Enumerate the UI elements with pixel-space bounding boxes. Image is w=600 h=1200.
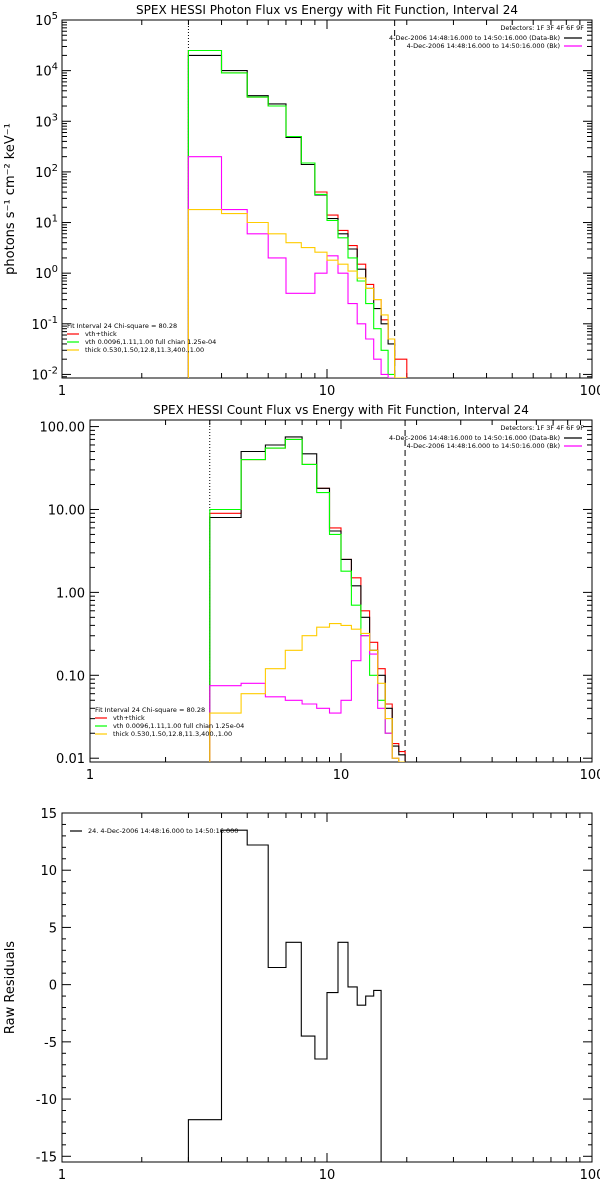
- y-tick-label: 105: [35, 11, 58, 29]
- legend-left: 24. 4-Dec-2006 14:48:16.000 to 14:50:16.…: [70, 827, 238, 835]
- chart-panel-3: 1 10 100 15 10 5 0 -5 -10 -15 Raw Residuals 24. 4-D…: [3, 807, 600, 1183]
- legend-right-item: 4-Dec-2006 14:48:16.000 to 14:50:16.000 …: [407, 442, 560, 450]
- y-tick-base: 10: [31, 318, 48, 333]
- y-tick-label: 104: [35, 62, 58, 80]
- legend-left-item: vth+thick: [85, 330, 117, 338]
- x-tick-label: 10: [319, 384, 336, 399]
- y-tick-exponent: 1: [52, 214, 58, 225]
- x-tick-label: 10: [319, 1168, 336, 1183]
- legend-left-header: Fit Interval 24 Chi-square = 80.28: [67, 322, 177, 330]
- y-tick-label: 102: [35, 163, 58, 181]
- y-tick-exponent: 4: [52, 62, 58, 73]
- y-tick-label: 10: [40, 864, 57, 879]
- y-tick-label: -10: [36, 1093, 57, 1108]
- legend-right-header: Detectors: 1F 3F 4F 6F 9F: [500, 24, 584, 32]
- y-tick-label: 1.00: [56, 586, 85, 601]
- chart-title: SPEX HESSI Count Flux vs Energy with Fit…: [153, 403, 529, 417]
- series-2-step-line: [187, 49, 407, 378]
- chart-panel-1: SPEX HESSI Photon Flux vs Energy with Fi…: [3, 3, 600, 399]
- y-axis-label: Raw Residuals: [3, 941, 18, 1034]
- y-tick-label: 5: [49, 921, 57, 936]
- legend-right-item: 4-Dec-2006 14:48:16.000 to 14:50:16.000 …: [389, 34, 560, 42]
- y-tick-exponent: 5: [52, 11, 58, 22]
- legend-right-item: 4-Dec-2006 14:48:16.000 to 14:50:16.000 …: [389, 434, 560, 442]
- y-tick-label: 100: [35, 264, 58, 282]
- chart-panel-2: SPEX HESSI Count Flux vs Energy with Fit…: [40, 403, 600, 783]
- series-4-step-line: [187, 209, 407, 378]
- series-1-step-line: [209, 436, 406, 762]
- y-tick-label: 10-1: [31, 315, 58, 333]
- x-tick-label: 1: [58, 384, 66, 399]
- y-tick-base: 10: [35, 14, 52, 29]
- y-tick-exponent: -2: [48, 365, 58, 376]
- y-tick-label: 103: [35, 112, 58, 130]
- y-tick-base: 10: [35, 65, 52, 80]
- y-tick-label: -5: [44, 1036, 57, 1051]
- y-tick-label: 15: [40, 807, 57, 822]
- y-tick-label: 0.01: [56, 752, 85, 767]
- y-tick-base: 10: [35, 217, 52, 232]
- y-tick-label: 100.00: [40, 421, 86, 436]
- legend-left-item: 24. 4-Dec-2006 14:48:16.000 to 14:50:16.…: [88, 827, 238, 835]
- y-tick-label: 10.00: [48, 503, 85, 518]
- y-tick-base: 10: [31, 368, 48, 383]
- y-tick-base: 10: [35, 267, 52, 282]
- legend-right: Detectors: 1F 3F 4F 6F 9F 4-Dec-2006 14:4…: [389, 24, 584, 50]
- legend-left-item: vth 0.0096,1.11,1.00 full chian 1.25e-04: [85, 338, 216, 346]
- y-tick-base: 10: [35, 115, 52, 130]
- x-tick-label: 100: [580, 384, 600, 399]
- series-4-step-line: [209, 623, 406, 762]
- y-tick-label: 10-2: [31, 365, 58, 383]
- x-tick-label: 1: [58, 1168, 66, 1183]
- y-tick-label: 0: [49, 979, 57, 994]
- x-tick-label: 100: [580, 768, 600, 783]
- x-tick-label: 1: [86, 768, 94, 783]
- legend-left: Fit Interval 24 Chi-square = 80.28vth+th…: [95, 706, 244, 738]
- legend-right-item: 4-Dec-2006 14:48:16.000 to 14:50:16.000 …: [407, 42, 560, 50]
- y-tick-base: 10: [35, 166, 52, 181]
- legend-left-item: vth 0.0096,1.11,1.00 full chian 1.25e-04: [113, 722, 244, 730]
- legend-left: Fit Interval 24 Chi-square = 80.28vth+th…: [67, 322, 216, 354]
- y-tick-exponent: 0: [52, 264, 58, 275]
- legend-right-header: Detectors: 1F 3F 4F 6F 9F: [500, 424, 584, 432]
- legend-left-item: thick 0.530,1.50,12.8,11.3,400.,1.00: [113, 730, 232, 738]
- y-tick-label: 0.10: [56, 669, 85, 684]
- y-tick-exponent: 2: [52, 163, 58, 174]
- series-0-step-line: [187, 829, 382, 1162]
- legend-left-header: Fit Interval 24 Chi-square = 80.28: [95, 706, 205, 714]
- x-tick-label: 100: [580, 1168, 600, 1183]
- y-tick-label: -15: [36, 1150, 57, 1165]
- chart-title: SPEX HESSI Photon Flux vs Energy with Fi…: [136, 3, 518, 17]
- x-tick-label: 10: [333, 768, 350, 783]
- y-tick-label: 101: [35, 214, 58, 232]
- legend-left-item: vth+thick: [113, 714, 145, 722]
- legend-left-item: thick 0.530,1.50,12.8,11.3,400.,1.00: [85, 346, 204, 354]
- y-tick-exponent: -1: [48, 315, 58, 326]
- y-axis-label: photons s⁻¹ cm⁻² keV⁻¹: [3, 123, 18, 275]
- y-tick-exponent: 3: [52, 112, 58, 123]
- axes-frame: [61, 812, 593, 1163]
- legend-right: Detectors: 1F 3F 4F 6F 9F 4-Dec-2006 14:4…: [389, 424, 584, 450]
- series-3-step-line: [209, 635, 406, 762]
- series-3-step-line: [187, 156, 407, 378]
- series-1-step-line: [187, 54, 407, 378]
